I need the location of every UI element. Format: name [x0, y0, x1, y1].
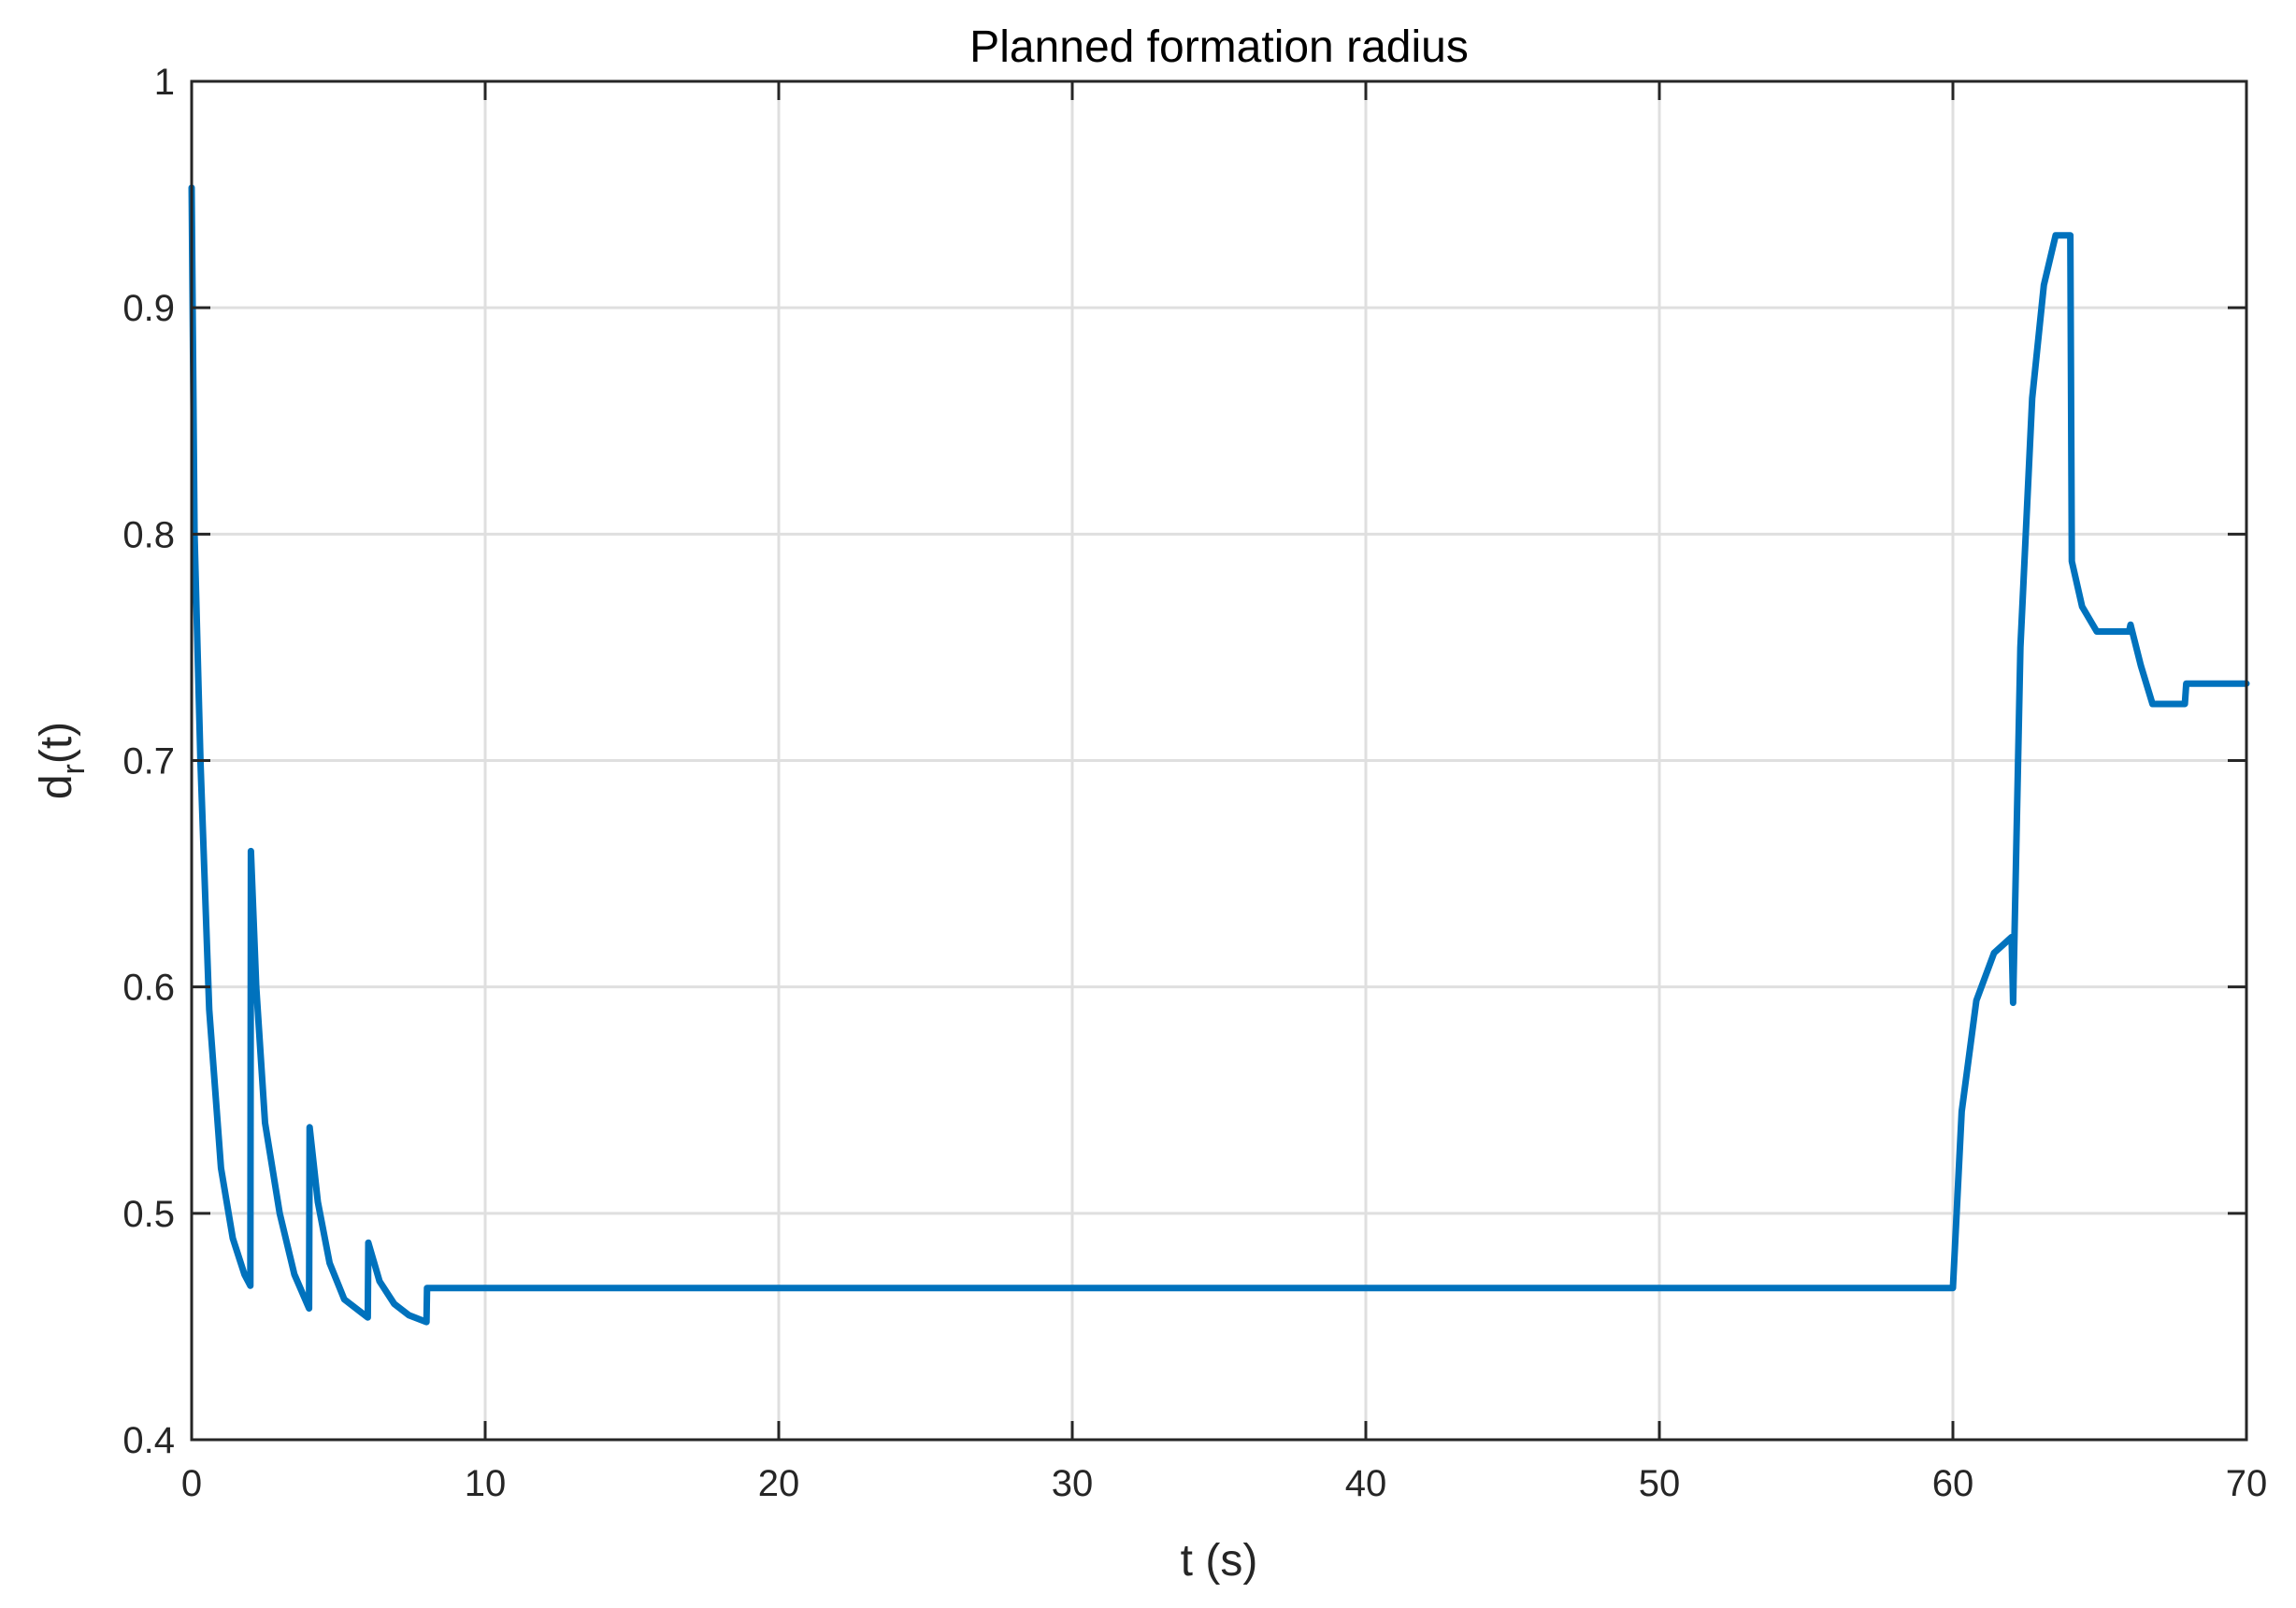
y-tick-label: 0.7 [122, 741, 175, 782]
x-tick-label: 70 [2226, 1463, 2268, 1504]
x-tick-label: 50 [1639, 1463, 1681, 1504]
ticks: 0 10 20 30 40 50 60 70 0.4 0.5 0.6 0.7 0.8 0.9 1 [122, 62, 2267, 1504]
grid [192, 81, 2246, 1440]
x-tick-label: 60 [1932, 1463, 1974, 1504]
series-line-1 [188, 184, 2250, 1326]
x-tick-label: 10 [465, 1463, 507, 1504]
x-tick-label: 40 [1345, 1463, 1387, 1504]
x-axis-label: t (s) [1181, 1536, 1258, 1586]
y-tick-label: 0.5 [122, 1194, 175, 1235]
y-tick-label: 0.6 [122, 968, 175, 1009]
y-tick-label: 0.9 [122, 288, 175, 329]
chart-title: Planned formation radius [969, 22, 1469, 72]
y-tick-label: 0.8 [122, 514, 175, 555]
x-tick-label: 0 [181, 1463, 202, 1504]
y-tick-label: 0.4 [122, 1420, 175, 1461]
y-axis-label-suffix: (t) [32, 722, 81, 764]
y-tick-label: 1 [154, 62, 175, 103]
x-tick-label: 20 [758, 1463, 800, 1504]
series-layer [188, 184, 2250, 1326]
x-tick-label: 30 [1052, 1463, 1094, 1504]
y-axis-label-main: d [32, 774, 81, 799]
y-axis-label: dr(t) [32, 722, 92, 799]
y-axis-label-subscript: r [56, 764, 92, 774]
